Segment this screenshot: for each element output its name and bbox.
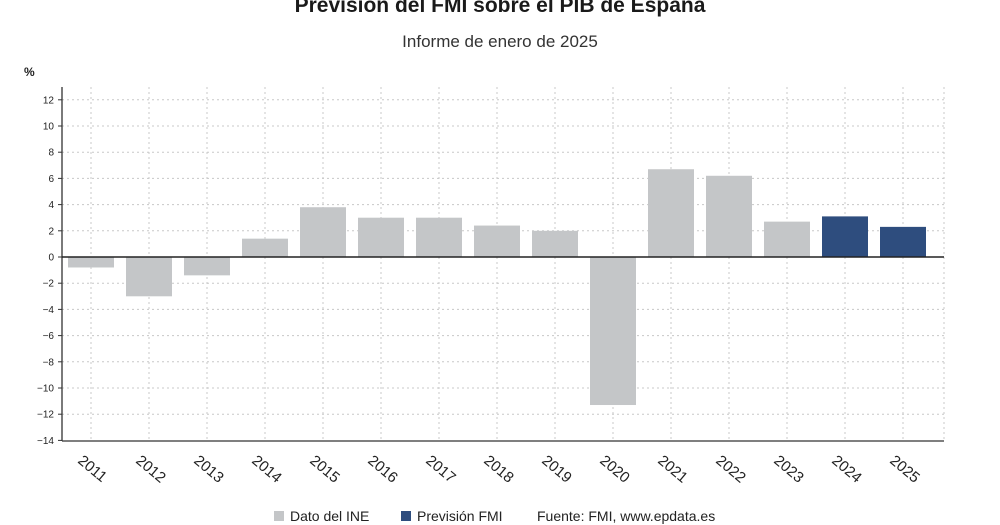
y-tick-label: 2 bbox=[48, 226, 54, 237]
axes-group bbox=[58, 87, 944, 442]
bar-2018 bbox=[474, 225, 520, 257]
y-tick-label: 0 bbox=[48, 253, 54, 264]
y-tick-label: 4 bbox=[48, 200, 54, 211]
y-tick-label: −8 bbox=[43, 357, 55, 368]
x-tick-label: 2016 bbox=[364, 452, 400, 486]
bar-2014 bbox=[242, 238, 288, 257]
bar-2021 bbox=[648, 169, 694, 257]
y-tick-label: −12 bbox=[37, 410, 54, 421]
x-tick-label: 2017 bbox=[422, 452, 458, 486]
x-tick-label: 2024 bbox=[828, 452, 864, 486]
x-tick-label: 2023 bbox=[770, 452, 806, 486]
chart-title: Previsión del FMI sobre el PIB de España bbox=[294, 0, 706, 17]
bar-2017 bbox=[416, 217, 462, 257]
bar-2012 bbox=[126, 257, 172, 297]
y-tick-label: −14 bbox=[37, 436, 54, 447]
legend-label-fmi: Previsión FMI bbox=[417, 508, 503, 524]
y-tick-label: 12 bbox=[43, 95, 55, 106]
bar-2022 bbox=[706, 175, 752, 257]
legend-swatch-ine bbox=[274, 511, 284, 521]
y-tick-label: −2 bbox=[43, 279, 55, 290]
legend-item-fmi: Previsión FMI bbox=[401, 508, 503, 524]
x-tick-label: 2014 bbox=[248, 452, 284, 486]
bar-2016 bbox=[358, 217, 404, 257]
grid-lines bbox=[62, 87, 945, 441]
y-tick-label: 10 bbox=[43, 122, 55, 133]
bar-2019 bbox=[532, 230, 578, 257]
legend-item-ine: Dato del INE bbox=[274, 508, 369, 524]
bars-group bbox=[68, 169, 926, 406]
bar-2011 bbox=[68, 257, 114, 268]
legend: Dato del INE Previsión FMI Fuente: FMI, … bbox=[0, 508, 1000, 525]
x-tick-label: 2012 bbox=[132, 452, 168, 486]
x-tick-label: 2022 bbox=[712, 452, 748, 486]
chart-subtitle: Informe de enero de 2025 bbox=[402, 32, 598, 51]
x-tick-label: 2020 bbox=[596, 452, 632, 486]
y-tick-label: 8 bbox=[48, 148, 54, 159]
y-tick-label: −4 bbox=[43, 305, 55, 316]
y-tick-label: 6 bbox=[48, 174, 54, 185]
x-tick-label: 2015 bbox=[306, 452, 342, 486]
y-tick-labels: 12 10 8 6 4 2 0 −2 −4 −6 −8 −10 −12 −14 bbox=[37, 95, 54, 447]
bar-2020 bbox=[590, 257, 636, 406]
x-tick-label: 2025 bbox=[886, 452, 922, 486]
bar-2025 bbox=[880, 226, 926, 257]
y-axis-unit-label: % bbox=[24, 65, 35, 79]
x-tick-label: 2018 bbox=[480, 452, 516, 486]
legend-swatch-fmi bbox=[401, 511, 411, 521]
x-tick-label: 2013 bbox=[190, 452, 226, 486]
source-note: Fuente: FMI, www.epdata.es bbox=[537, 508, 716, 524]
x-tick-label: 2019 bbox=[538, 452, 574, 486]
bar-2013 bbox=[184, 257, 230, 276]
y-tick-label: −6 bbox=[43, 331, 55, 342]
legend-label-ine: Dato del INE bbox=[290, 508, 370, 524]
bar-2015 bbox=[300, 207, 346, 257]
x-tick-label: 2021 bbox=[654, 452, 690, 486]
y-tick-label: −10 bbox=[37, 384, 54, 395]
bar-2024 bbox=[822, 216, 868, 257]
bar-2023 bbox=[764, 221, 810, 257]
x-tick-labels: 2011 2012 2013 2014 2015 2016 2017 2018 2019 2020… bbox=[74, 452, 922, 486]
x-tick-label: 2011 bbox=[74, 452, 110, 486]
